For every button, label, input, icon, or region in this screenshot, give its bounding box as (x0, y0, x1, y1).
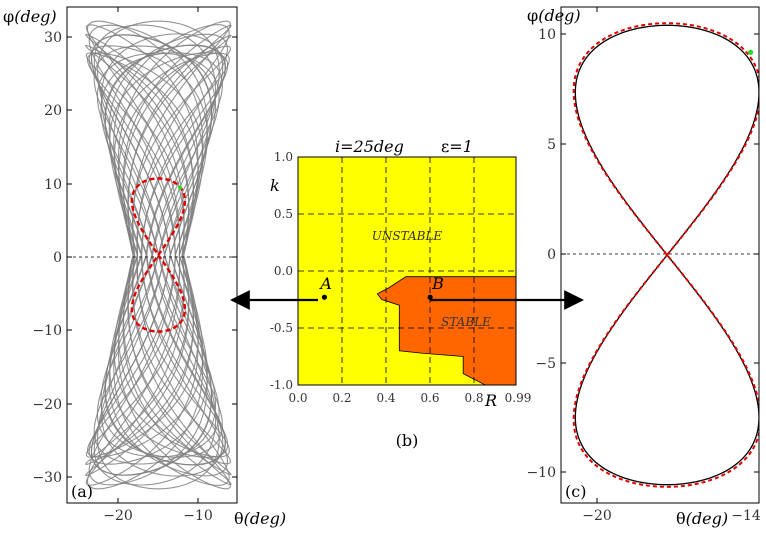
panel-c-ytick: 5 (547, 137, 556, 153)
panel-a-trajectory-strand (104, 44, 226, 466)
panel-b-label: (b) (396, 431, 419, 450)
panel-b-grid (298, 157, 516, 385)
panel-b-ytick: -0.5 (270, 321, 293, 335)
panel-c-ylabel: φ(deg) (527, 6, 581, 25)
panel-a-trajectory-strand (85, 33, 194, 477)
panel-b-ytick: -1.0 (270, 378, 293, 392)
panel-b-point-b (427, 294, 433, 300)
panel-a-ytick: −30 (32, 470, 62, 486)
panel-a-xlabel: θ(deg) (234, 509, 286, 528)
panel-b-stable-label: STABLE (441, 315, 491, 329)
panel-b: i=25deg ε=1 k R 1.0 0.5 0.0 -0.5 -1.0 0.… (270, 137, 532, 450)
panel-a-trajectory-strand (100, 52, 223, 458)
panel-a-trajectory-strand (113, 52, 230, 458)
panel-a-yticks: 30 20 10 0 −10 −20 −30 (32, 30, 237, 486)
panel-b-point-a (321, 294, 328, 300)
panel-a-xtick: −20 (103, 508, 133, 524)
panel-a-trajectory-strand (88, 24, 208, 486)
panel-a-xticks: −20 −10 (103, 7, 213, 524)
panel-a-trajectory-strand (118, 45, 232, 465)
panel-a-ytick: 0 (53, 250, 62, 266)
panel-a-label: (a) (71, 482, 93, 501)
panel-b-xticks: 0.0 0.2 0.4 0.6 0.8 0.99 (288, 391, 531, 405)
panel-a-trajectory-strand (90, 34, 213, 476)
panel-b-stable-region (376, 276, 516, 385)
panel-c-ytick: 0 (547, 247, 556, 263)
panel-b-ytick: 0.5 (274, 207, 293, 221)
panel-b-ytick: 0.0 (274, 264, 293, 278)
panel-b-xtick: 0.99 (505, 391, 532, 405)
panel-a-trajectory-strand (100, 33, 224, 477)
panel-a-frame (66, 6, 238, 504)
panel-a-ytick: 20 (44, 103, 62, 119)
panel-c-ytick: 10 (538, 27, 556, 43)
panel-c-frame (560, 6, 760, 504)
panel-c-label: (c) (565, 482, 586, 501)
panel-a-ytick: −10 (32, 323, 62, 339)
panel-b-xtick: 0.4 (376, 391, 395, 405)
panel-b-unstable-label: UNSTABLE (372, 229, 443, 243)
panel-c-xtick: −14 (731, 508, 761, 524)
panel-a-ylabel: φ(deg) (3, 7, 57, 26)
panel-a-ytick: 10 (44, 177, 62, 193)
panel-b-xtick: 0.6 (420, 391, 439, 405)
panel-c-red-figure8 (572, 22, 759, 488)
panel-a-xtick: −10 (183, 508, 213, 524)
panel-b-title-right: ε=1 (441, 137, 473, 156)
panel-b-xtick: 0.0 (288, 391, 307, 405)
panel-c-xlabel: θ(deg) (676, 509, 728, 528)
panel-b-yticks: 1.0 0.5 0.0 -0.5 -1.0 (270, 150, 293, 392)
panel-a-ytick: 30 (44, 30, 62, 46)
panel-b-xtick: 0.2 (332, 391, 351, 405)
panel-c-green-marker (748, 49, 754, 55)
panel-c-yticks: 10 5 0 −5 −10 (526, 27, 759, 481)
panel-a: 30 20 10 0 −10 −20 −30 −20 −10 φ(deg) θ(… (3, 6, 286, 528)
panel-a-green-marker (178, 185, 183, 190)
panel-c-ytick: −10 (526, 465, 556, 481)
panel-b-title-left: i=25deg (335, 137, 404, 156)
panel-b-point-b-label: B (431, 274, 444, 293)
panel-a-trajectory-strand (113, 24, 230, 486)
panel-a-trajectory-strand (123, 34, 232, 476)
panel-b-point-a-label: A (318, 274, 332, 293)
panel-b-xlabel: R (484, 391, 497, 410)
panel-c-xtick: −20 (582, 508, 612, 524)
panel-c: 10 5 0 −5 −10 −20 −14 φ(deg) θ(deg) (c) (526, 6, 760, 528)
panel-b-ytick: 1.0 (274, 150, 293, 164)
panel-a-trajectory-strand (86, 20, 204, 490)
panel-b-ylabel: k (270, 176, 280, 195)
panel-c-xticks: −20 −14 (582, 7, 761, 524)
panel-b-xtick: 0.8 (464, 391, 483, 405)
panel-a-ytick: −20 (32, 397, 62, 413)
panel-b-frame (297, 156, 517, 386)
panel-c-ytick: −5 (535, 356, 556, 372)
